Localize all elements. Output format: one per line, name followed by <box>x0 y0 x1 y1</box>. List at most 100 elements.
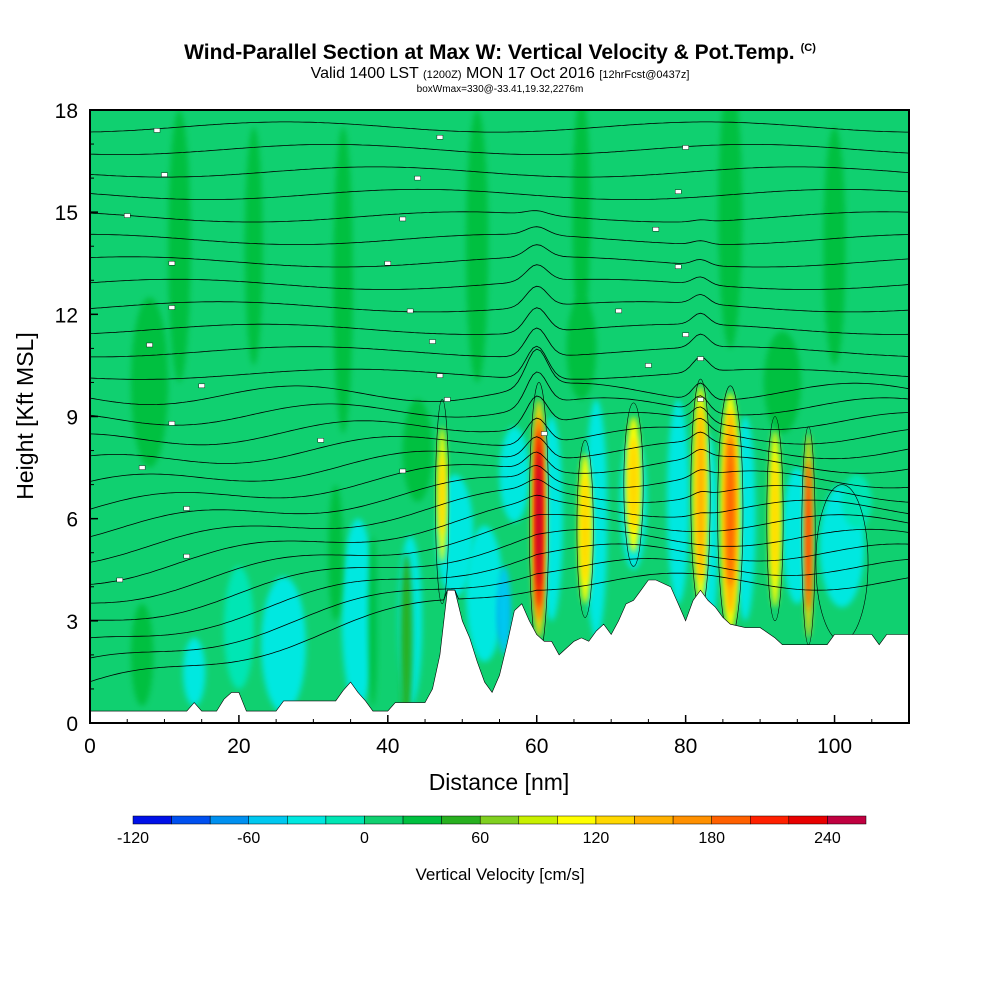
isentrope-line <box>90 327 909 358</box>
velocity-cell <box>130 603 154 706</box>
isentrope-line <box>90 166 909 178</box>
isentrope-line <box>90 188 909 200</box>
isentrope-line <box>90 285 909 313</box>
isentrope-line <box>90 395 909 446</box>
isentrope-line <box>90 448 909 510</box>
colorbar-swatch <box>364 815 404 825</box>
isentrope-line <box>90 417 909 464</box>
y-tick-label: 3 <box>66 611 78 634</box>
velocity-cell <box>130 297 169 468</box>
colorbar-swatch <box>132 815 172 825</box>
isentrope-label-box <box>540 431 548 436</box>
velocity-cell <box>536 450 542 587</box>
velocity-cell <box>566 297 597 400</box>
colorbar-swatch <box>441 815 481 825</box>
isentrope-line <box>90 307 909 335</box>
isentrope-label-box <box>436 373 444 378</box>
x-tick-label: 20 <box>227 735 250 758</box>
isentrope-label-box <box>153 128 161 133</box>
velocity-cell <box>696 406 705 584</box>
velocity-cell <box>667 399 690 604</box>
velocity-cell <box>734 416 756 621</box>
velocity-cell <box>823 127 846 366</box>
isentrope-label-box <box>168 421 176 426</box>
isentrope-label-box <box>124 213 131 218</box>
velocity-cell <box>497 566 511 655</box>
isentrope-label-box <box>384 261 392 266</box>
isentrope-label-box <box>183 553 190 559</box>
velocity-cell <box>333 127 353 434</box>
isentrope-line <box>90 244 909 268</box>
velocity-cell <box>465 110 489 383</box>
velocity-cell <box>580 474 590 584</box>
y-tick-label: 9 <box>66 407 78 430</box>
velocity-cell <box>726 436 735 587</box>
chart-title-block: Wind-Parallel Section at Max W: Vertical… <box>0 36 1000 95</box>
isentrope-label-box <box>406 308 414 314</box>
velocity-cell <box>168 110 191 383</box>
velocity-contour <box>766 416 784 622</box>
colorbar-swatch <box>711 815 751 825</box>
colorbar-swatch <box>518 815 558 825</box>
isentrope-line <box>90 431 909 482</box>
isentrope-label-box <box>414 175 421 181</box>
colorbar-swatch <box>634 815 674 825</box>
colorbar-swatch <box>595 815 635 825</box>
colorbar: -120 -60 0 60 120 180 240 <box>117 815 867 847</box>
colorbar-swatch <box>557 815 597 825</box>
isentrope-label-box <box>399 216 406 222</box>
colorbar-swatch <box>479 815 520 825</box>
isentrope-line <box>90 464 909 538</box>
isentrope-label-box <box>138 465 146 470</box>
isentrope-label-box <box>436 135 444 140</box>
plot-area <box>90 110 909 723</box>
isentrope-line <box>90 558 909 659</box>
velocity-cell <box>585 399 608 638</box>
colorbar-swatch <box>325 815 365 825</box>
potential-temperature-contours <box>90 121 909 683</box>
isentrope-label-box <box>682 145 689 150</box>
isentrope-label-box <box>697 397 704 402</box>
isentrope-label-box <box>444 397 451 402</box>
isentrope-label-box <box>429 339 436 344</box>
x-tick-label: 100 <box>817 735 852 758</box>
isentrope-line <box>90 478 909 563</box>
velocity-contour <box>576 440 594 618</box>
colorbar-swatch <box>287 815 327 825</box>
colorbar-tick-label: 240 <box>814 830 841 847</box>
velocity-cell <box>718 110 743 349</box>
velocity-cell <box>572 110 591 332</box>
colorbar-tick-label: 120 <box>583 830 610 847</box>
isentrope-line <box>90 345 909 380</box>
colorbar-tick-label: -120 <box>117 830 149 847</box>
velocity-cell <box>400 552 413 723</box>
isentrope-label-box <box>652 226 660 232</box>
isentrope-label-box <box>317 438 325 443</box>
utc-time: (1200Z) <box>422 69 462 81</box>
y-tick-label: 12 <box>55 304 78 327</box>
velocity-cell <box>540 416 563 621</box>
chart-title-text: Wind-Parallel Section at Max W: Vertical… <box>184 41 795 64</box>
x-tick-label: 60 <box>525 735 548 758</box>
isentrope-label-box <box>168 305 176 310</box>
colorbar-swatch <box>171 815 211 825</box>
isentrope-label-box <box>168 261 176 266</box>
forecast-info: [12hrFcst@0437z] <box>599 69 690 81</box>
colorbar-swatch <box>248 815 288 825</box>
y-tick-label: 15 <box>55 202 78 225</box>
isentrope-line <box>90 348 909 405</box>
box-wmax-info: boxWmax=330@-33.41,19.32,2276m <box>416 84 584 95</box>
x-tick-label: 80 <box>674 735 697 758</box>
copyright-mark: (C) <box>800 42 816 54</box>
velocity-contour <box>623 402 644 567</box>
isentrope-label-box <box>697 356 704 361</box>
velocity-cell <box>402 399 433 502</box>
isentrope-label-box <box>198 383 205 389</box>
colorbar-title: Vertical Velocity [cm/s] <box>415 865 584 884</box>
velocity-cell <box>771 457 779 580</box>
velocity-cell <box>763 331 802 434</box>
isentrope-line <box>90 226 909 245</box>
velocity-contour <box>435 399 450 605</box>
valid-date: MON 17 Oct 2016 <box>465 65 595 82</box>
isentrope-line <box>90 371 909 426</box>
